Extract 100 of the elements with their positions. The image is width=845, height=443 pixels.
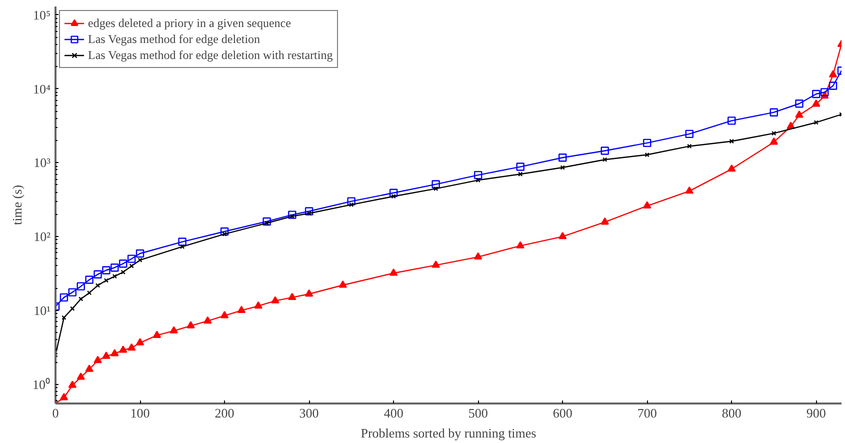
point: [558, 154, 567, 162]
point: [104, 278, 109, 283]
point: [644, 152, 650, 158]
point: [685, 130, 694, 138]
point: [433, 186, 438, 192]
point: [60, 293, 68, 302]
point: [304, 207, 314, 216]
point: [119, 346, 128, 353]
point: [812, 90, 820, 98]
point: [136, 338, 144, 346]
point: [138, 258, 142, 262]
point: [220, 227, 229, 236]
point: [643, 138, 652, 148]
point: [68, 288, 77, 296]
x-tick-label: 800: [722, 406, 742, 420]
point: [600, 217, 609, 225]
y-axis-title: time (s): [10, 184, 24, 226]
point: [127, 343, 136, 351]
point: [254, 301, 262, 309]
point: [110, 264, 119, 272]
point: [518, 172, 523, 176]
y-tick-label: 10⁴: [32, 81, 51, 96]
point: [290, 214, 295, 219]
point: [76, 372, 85, 380]
x-tick-label: 600: [552, 406, 572, 420]
point: [389, 188, 398, 197]
point: [220, 311, 229, 318]
point: [643, 201, 652, 209]
point: [828, 82, 838, 90]
point: [102, 266, 110, 274]
point: [86, 290, 92, 296]
point: [516, 241, 524, 248]
point: [102, 352, 110, 359]
point: [237, 306, 246, 314]
point: [262, 217, 271, 226]
point: [129, 264, 134, 268]
point: [770, 137, 778, 145]
point: [476, 178, 480, 183]
point: [271, 296, 280, 304]
point: [432, 260, 440, 268]
y-tick-label: 10³: [34, 155, 51, 170]
point: [94, 356, 102, 364]
point: [474, 252, 482, 260]
point: [474, 170, 482, 180]
point: [602, 157, 608, 162]
point: [70, 306, 75, 311]
point: [94, 270, 102, 278]
point: [288, 292, 296, 300]
point: [136, 249, 144, 258]
point: [516, 162, 524, 171]
point: [120, 270, 126, 274]
point: [180, 244, 185, 250]
point: [600, 146, 609, 155]
point: [304, 289, 314, 297]
point: [178, 238, 186, 246]
legend-label: edges deleted a priory in a given sequence: [88, 15, 291, 31]
point: [152, 330, 162, 338]
x-tick-label: 300: [299, 406, 319, 420]
point: [770, 108, 778, 116]
point: [814, 120, 819, 125]
point: [60, 393, 68, 400]
point: [795, 100, 804, 108]
point: [127, 254, 136, 263]
point: [348, 202, 354, 208]
point: [119, 260, 128, 268]
legend-label: Las Vegas method for edge deletion: [88, 31, 260, 47]
point: [288, 210, 296, 219]
legend-label: Las Vegas method for edge deletion with restarting: [88, 47, 333, 63]
point: [687, 144, 692, 149]
point: [204, 316, 212, 324]
point: [110, 349, 119, 356]
point: [68, 380, 77, 388]
y-tick-label: 10⁵: [32, 7, 51, 22]
point: [685, 186, 694, 194]
point: [347, 197, 356, 206]
x-tick-label: 100: [130, 406, 150, 420]
y-tick-label: 10⁰: [32, 376, 50, 392]
x-tick-label: 700: [637, 406, 657, 420]
point: [186, 321, 195, 328]
x-axis-title: Problems sorted by running times: [360, 426, 536, 440]
point: [85, 364, 94, 372]
point: [76, 282, 85, 290]
point: [95, 283, 100, 288]
x-tick-label: 200: [214, 406, 234, 420]
point: [78, 296, 84, 302]
point: [62, 315, 66, 320]
point: [729, 138, 734, 144]
point: [828, 70, 838, 78]
point: [795, 110, 804, 118]
point: [728, 116, 736, 125]
x-tick-label: 500: [468, 406, 488, 420]
point: [560, 165, 565, 170]
point: [820, 88, 829, 96]
point: [85, 276, 94, 284]
y-tick-label: 10²: [34, 229, 51, 244]
x-tick-label: 900: [806, 406, 826, 420]
point: [812, 99, 820, 107]
point: [558, 232, 567, 240]
point: [728, 164, 736, 172]
point: [432, 180, 440, 188]
